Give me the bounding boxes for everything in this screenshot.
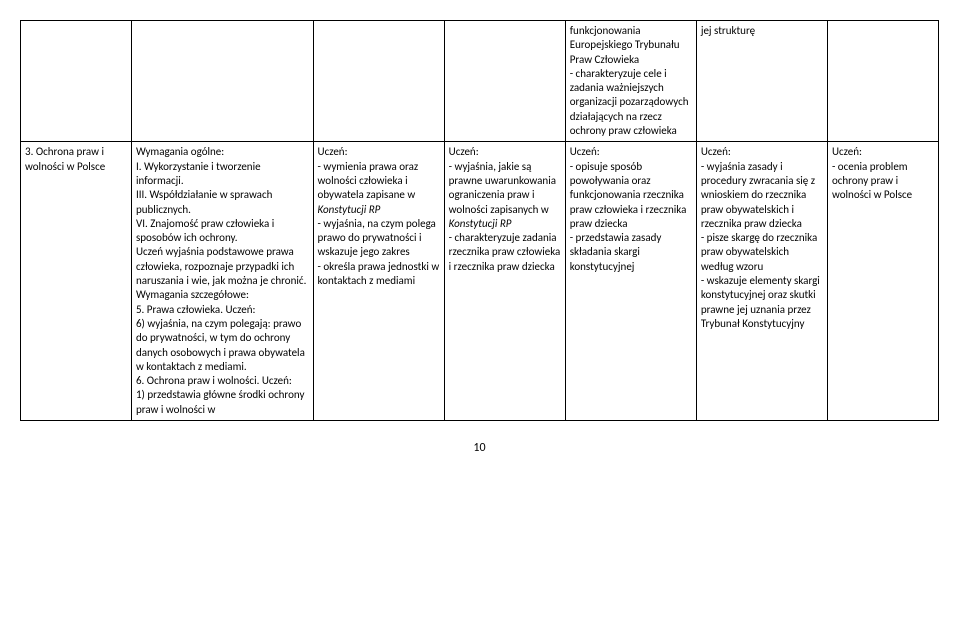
cell (313, 21, 444, 142)
cell: Uczeń:- wyjaśnia, jakie są prawne uwarun… (444, 142, 565, 421)
table-row: 3. Ochrona praw i wolności w Polsce Wyma… (21, 142, 939, 421)
italic-text: Konstytucji RP (318, 203, 381, 216)
cell: funkcjonowania Europejskiego Trybunału P… (565, 21, 696, 142)
curriculum-table: funkcjonowania Europejskiego Trybunału P… (20, 20, 939, 421)
cell: Uczeń:- ocenia problem ochrony praw i wo… (827, 142, 938, 421)
cell: Uczeń:- wymienia prawa oraz wolności czł… (313, 142, 444, 421)
table-row: funkcjonowania Europejskiego Trybunału P… (21, 21, 939, 142)
text: - charakteryzuje zadania rzecznika praw … (449, 231, 561, 273)
cell (827, 21, 938, 142)
cell (444, 21, 565, 142)
cell: Uczeń:- wyjaśnia zasady i procedury zwra… (696, 142, 827, 421)
cell: jej strukturę (696, 21, 827, 142)
page-number: 10 (20, 441, 939, 455)
cell (131, 21, 313, 142)
italic-text: Konstytucji RP (449, 217, 512, 230)
text: - wyjaśnia, na czym polega prawo do pryw… (318, 217, 440, 287)
cell (21, 21, 132, 142)
cell: 3. Ochrona praw i wolności w Polsce (21, 142, 132, 421)
cell: Wymagania ogólne:I. Wykorzystanie i twor… (131, 142, 313, 421)
text: Uczeń:- wyjaśnia, jakie są prawne uwarun… (449, 145, 556, 215)
text: Uczeń:- wymienia prawa oraz wolności czł… (318, 145, 419, 201)
cell: Uczeń:- opisuje sposób powoływania oraz … (565, 142, 696, 421)
